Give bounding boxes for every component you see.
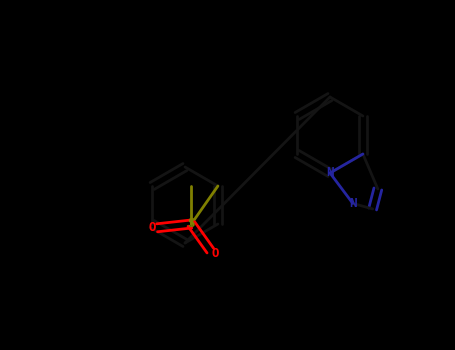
Text: N: N — [326, 167, 334, 180]
Text: S: S — [187, 217, 195, 231]
Text: N: N — [349, 197, 357, 210]
Text: O: O — [212, 247, 219, 260]
Text: O: O — [148, 221, 156, 234]
